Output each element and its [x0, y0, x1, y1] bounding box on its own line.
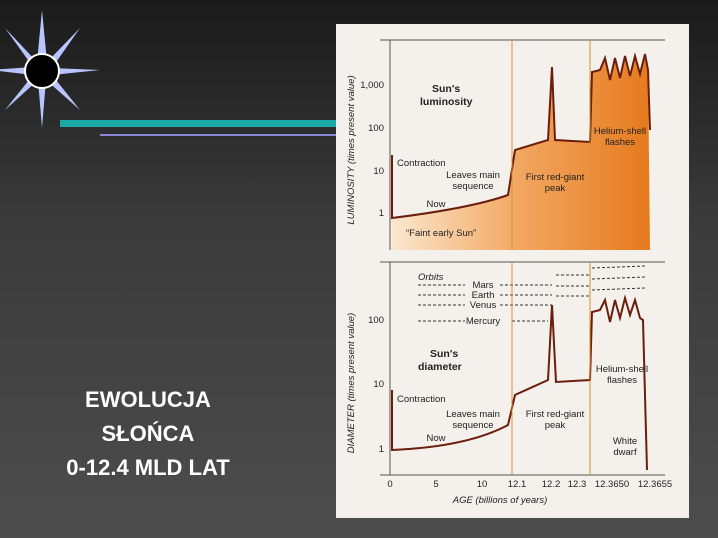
y-tick-label: 1	[379, 444, 384, 455]
y-axis-label: LUMINOSITY (times present value)	[346, 75, 357, 224]
annotation: Orbits	[418, 272, 444, 283]
purple-line	[100, 134, 336, 136]
annotation: Helium-shell flashes	[596, 364, 648, 386]
orbit-lines	[418, 265, 646, 322]
x-tick-label: 12.1	[508, 479, 527, 490]
orbit-label: Earth	[472, 290, 495, 301]
x-tick-label: 10	[477, 479, 488, 490]
orbit-label: Mercury	[466, 316, 501, 327]
annotation: Now	[426, 199, 445, 210]
panel-title: Sun's luminosity	[420, 83, 473, 108]
luminosity-curve	[391, 52, 651, 220]
annotation: First red-giant peak	[526, 172, 585, 194]
orbit-label: Mars	[472, 280, 493, 291]
star-icon	[0, 10, 100, 128]
y-tick-label: 10	[373, 166, 384, 177]
x-tick-label: 12.2	[542, 479, 561, 490]
x-tick-label: 12.3655	[638, 479, 672, 490]
y-tick-label: 100	[368, 123, 384, 134]
annotation: First red-giant peak	[526, 409, 585, 431]
y-tick-label: 10	[373, 379, 384, 390]
annotation: Now	[426, 433, 445, 444]
x-tick-label: 12.3650	[595, 479, 629, 490]
annotation: Contraction	[397, 394, 446, 405]
slide-title: EWOLUCJA SŁOŃCA 0-12.4 MLD LAT	[66, 387, 230, 480]
x-axis-label: AGE (billions of years)	[452, 495, 548, 506]
luminosity-area	[392, 54, 650, 250]
panel-title: Sun's diameter	[418, 348, 462, 373]
x-tick-label: 5	[433, 479, 438, 490]
annotation: Contraction	[397, 158, 446, 169]
x-tick-label: 12.3	[568, 479, 587, 490]
y-tick-label: 1	[379, 208, 384, 219]
title-line: EWOLUCJA	[85, 387, 211, 412]
annotation: Helium-shell flashes	[594, 126, 646, 148]
title-line: 0-12.4 MLD LAT	[66, 455, 230, 480]
y-tick-label: 100	[368, 315, 384, 326]
annotation: “Faint early Sun”	[406, 228, 476, 239]
annotation: Leaves main sequence	[446, 409, 500, 431]
y-tick-label: 1,000	[360, 80, 384, 91]
diameter-curve	[391, 294, 648, 471]
x-tick-label: 0	[387, 479, 392, 490]
orbit-label: Venus	[470, 300, 497, 311]
diameter-panel	[380, 261, 665, 476]
annotation: Leaves main sequence	[446, 170, 500, 192]
title-line: SŁOŃCA	[102, 421, 195, 446]
annotation: White dwarf	[613, 436, 637, 458]
luminosity-panel	[380, 39, 665, 250]
y-axis-label: DIAMETER (times present value)	[346, 313, 357, 453]
teal-bar	[60, 120, 336, 127]
